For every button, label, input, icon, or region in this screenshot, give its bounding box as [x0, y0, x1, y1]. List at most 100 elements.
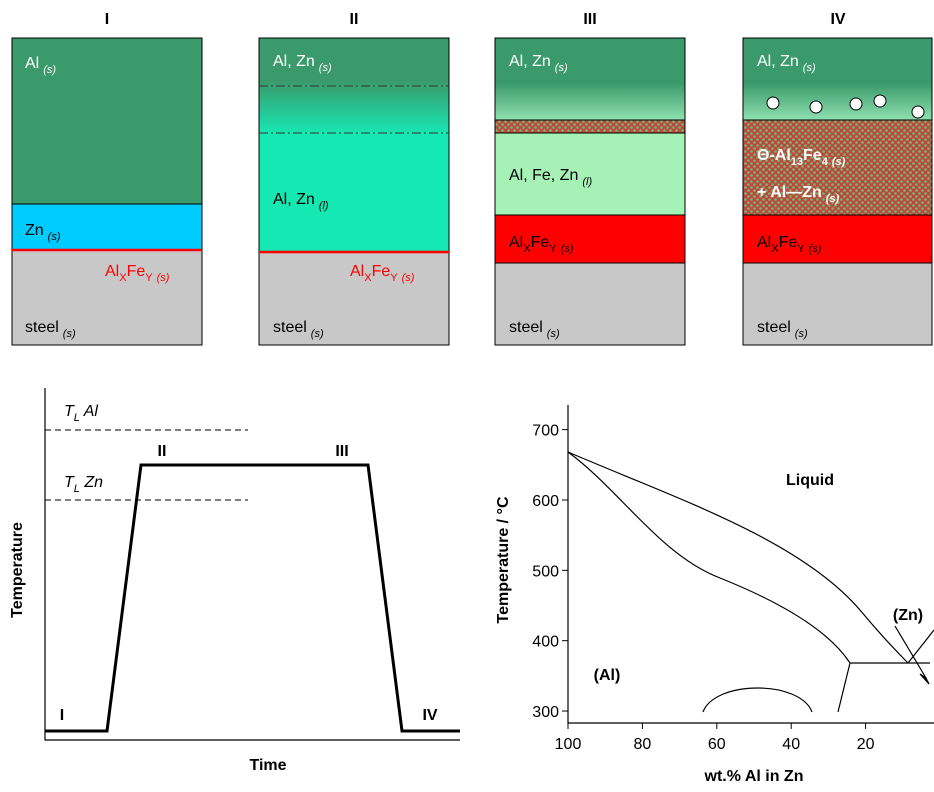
label-part: T: [64, 403, 75, 420]
state: (s): [43, 64, 56, 76]
label-part: Y: [145, 272, 153, 284]
label-part: Fe: [372, 263, 391, 280]
label-part: X: [364, 272, 372, 284]
layer-label: Θ-Al13Fe4 (s): [757, 147, 846, 168]
layer-label: TL Zn: [64, 474, 103, 495]
label-part: L: [74, 483, 80, 495]
layer-label: AlXFeY (s): [350, 263, 415, 284]
y-tick-label: 300: [532, 704, 559, 721]
layer-label: + Al—Zn (s): [757, 184, 840, 205]
label-part: Al: [350, 263, 364, 280]
label-part: steel: [509, 319, 543, 336]
label-part: steel: [273, 319, 307, 336]
state: (s): [48, 231, 61, 243]
x-tick-label: 40: [782, 736, 800, 753]
layer-label: AlXFeY (s): [757, 234, 822, 255]
label-part: Y: [390, 272, 398, 284]
state: (s): [795, 328, 808, 340]
stage-label: II: [158, 443, 167, 460]
label-part: Fe: [803, 147, 822, 164]
label-part: Fe: [127, 263, 146, 280]
region-label: (Al): [594, 667, 621, 684]
panel-title: III: [583, 11, 596, 28]
label-part: Zn: [25, 222, 44, 239]
y-tick-label: 600: [532, 493, 559, 510]
label-part: X: [119, 272, 127, 284]
label-part: Al: [105, 263, 119, 280]
layer-label: AlXFeY (s): [105, 263, 170, 284]
layer-label: steel (s): [509, 319, 560, 340]
layer-label: AlXFeY (s): [509, 234, 574, 255]
state: (l): [319, 200, 329, 212]
layer-label: Zn (s): [25, 222, 61, 243]
label-part: 13: [791, 156, 803, 168]
x-axis-label: wt.% Al in Zn: [704, 768, 804, 785]
stage-label: III: [335, 443, 348, 460]
y-tick-label: 400: [532, 634, 559, 651]
panel-title: IV: [830, 11, 845, 28]
y-axis-label: Temperature / °C: [495, 496, 512, 623]
label-part: steel: [25, 319, 59, 336]
label-part: Al, Zn: [273, 191, 315, 208]
state: (s): [402, 272, 415, 284]
label-part: Al, Zn: [509, 53, 551, 70]
label-part: Y: [797, 243, 805, 255]
state: (s): [547, 328, 560, 340]
x-tick-label: 20: [857, 736, 875, 753]
layer-label: Al, Zn (s): [273, 53, 332, 74]
label-part: Fe: [779, 234, 798, 251]
label-part: 4: [822, 156, 829, 168]
profile-shapes: [44, 388, 460, 741]
label-part: Zn: [80, 474, 103, 491]
x-tick-label: 80: [634, 736, 652, 753]
stage-label: I: [60, 707, 64, 724]
region-label: (Zn): [893, 607, 923, 624]
label-part: X: [771, 243, 779, 255]
label-part: Fe: [531, 234, 550, 251]
layer-label: Al, Zn (s): [509, 53, 568, 74]
state: (s): [555, 62, 568, 74]
stage-label: IV: [422, 707, 437, 724]
layer-label: Al, Fe, Zn (l): [509, 167, 592, 188]
region-label: Liquid: [786, 472, 834, 489]
layer-label: Al, Zn (l): [273, 191, 329, 212]
label-part: L: [74, 412, 80, 424]
state: (s): [803, 62, 816, 74]
label-part: Al: [757, 234, 771, 251]
x-axis-label: Time: [249, 757, 286, 774]
label-part: steel: [757, 319, 791, 336]
phase-curves: [567, 405, 934, 724]
state: (s): [319, 62, 332, 74]
layer-label: steel (s): [25, 319, 76, 340]
panel-shapes: [11, 37, 933, 346]
state: (s): [809, 243, 822, 255]
label-part: Al, Zn: [757, 53, 799, 70]
panel-title: II: [350, 11, 359, 28]
state: (l): [582, 176, 592, 188]
y-tick-label: 500: [532, 563, 559, 580]
layer-label: Al (s): [25, 55, 56, 76]
state: (s): [157, 272, 170, 284]
label-part: Al: [80, 403, 99, 420]
y-axis-label: Temperature: [9, 522, 26, 618]
label-part: Al, Zn: [273, 53, 315, 70]
label-part: T: [64, 474, 75, 491]
state: (s): [311, 328, 324, 340]
layer-label: Al, Zn (s): [757, 53, 816, 74]
state: (s): [561, 243, 574, 255]
label-part: X: [523, 243, 531, 255]
label-part: Y: [549, 243, 557, 255]
label-part: Θ-Al: [757, 147, 791, 164]
label-part: + Al—Zn: [757, 184, 822, 201]
x-tick-label: 60: [708, 736, 726, 753]
y-tick-label: 700: [532, 423, 559, 440]
layer-label: steel (s): [757, 319, 808, 340]
state: (s): [832, 156, 846, 168]
layer-label: TL Al: [64, 403, 98, 424]
label-part: Al, Fe, Zn: [509, 167, 578, 184]
layer-label: steel (s): [273, 319, 324, 340]
x-tick-label: 100: [555, 736, 582, 753]
state: (s): [63, 328, 76, 340]
label-part: Al: [25, 55, 39, 72]
